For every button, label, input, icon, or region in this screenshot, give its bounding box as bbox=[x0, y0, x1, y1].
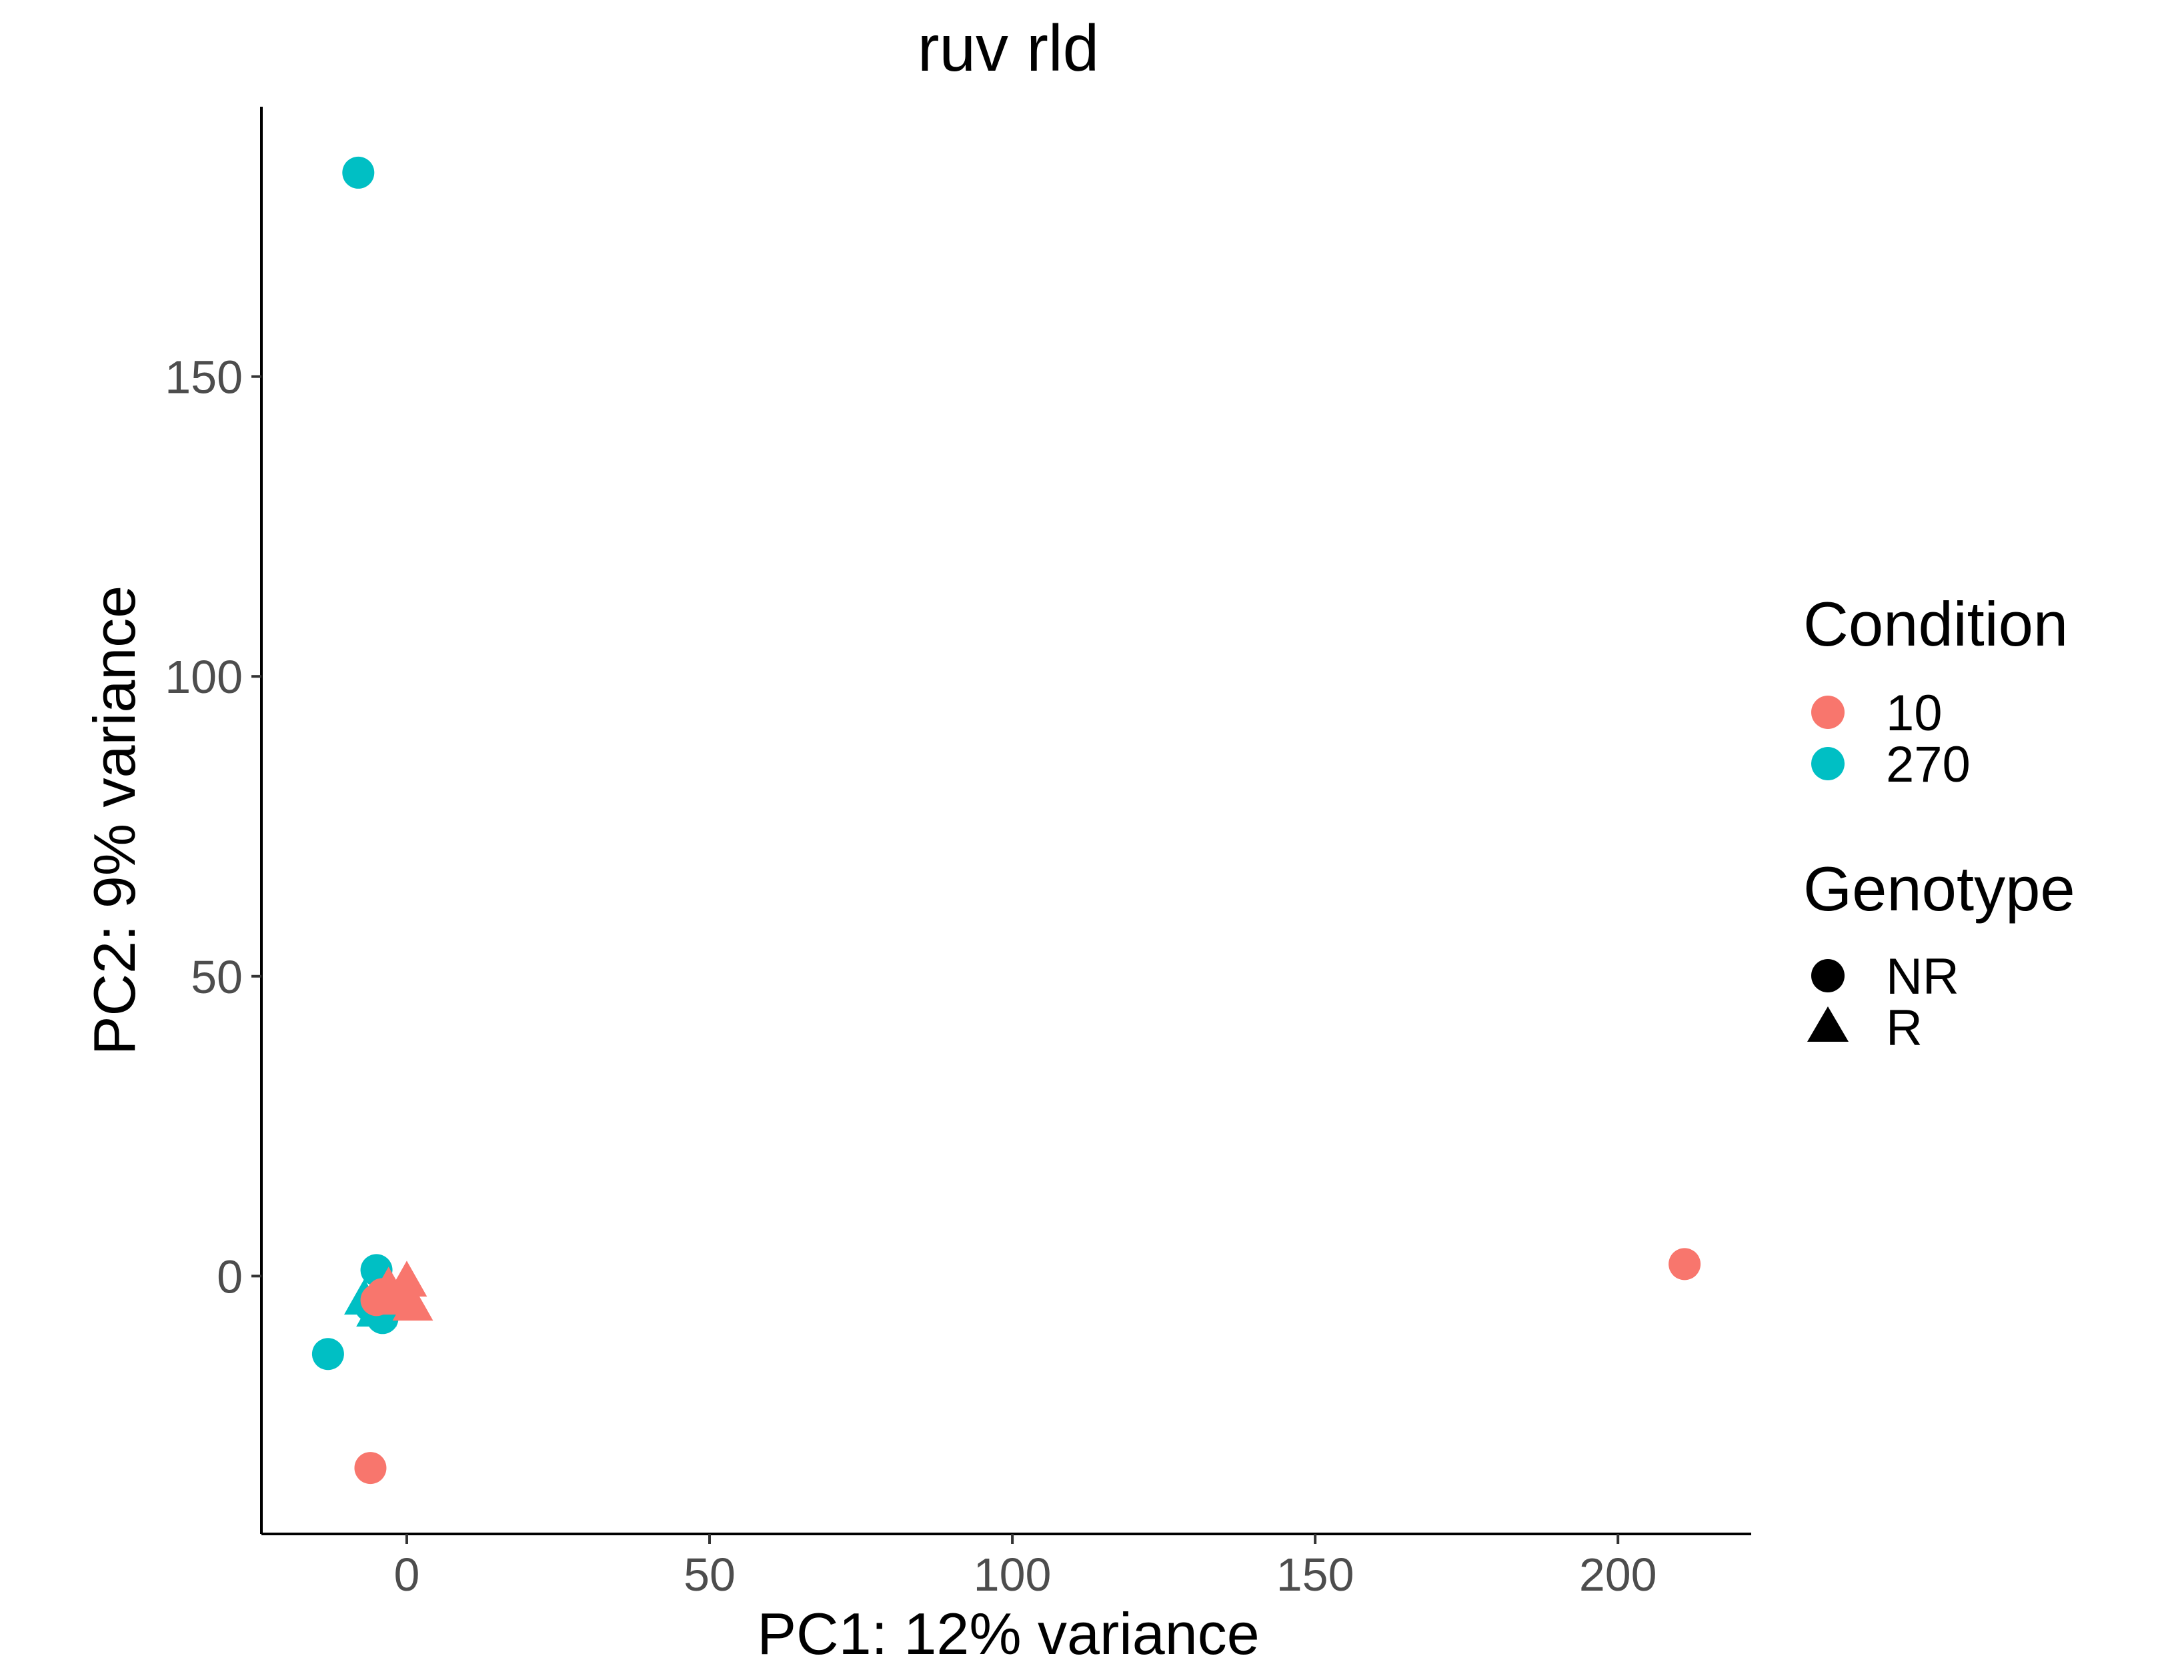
chart-title: ruv rld bbox=[918, 11, 1099, 85]
x-tick-label: 100 bbox=[974, 1549, 1052, 1601]
x-tick-label: 50 bbox=[684, 1549, 736, 1601]
legend-key-genotype-nr bbox=[1811, 959, 1845, 992]
legend-label-condition-10: 10 bbox=[1886, 685, 1943, 742]
y-tick-label: 0 bbox=[217, 1250, 243, 1303]
y-tick-label: 50 bbox=[191, 951, 243, 1003]
legend-key-condition-270 bbox=[1811, 747, 1845, 780]
y-axis-title: PC2: 9% variance bbox=[81, 586, 147, 1055]
x-tick-label: 0 bbox=[393, 1549, 419, 1601]
legend-label-genotype-r: R bbox=[1886, 1000, 1923, 1056]
legend-title-condition: Condition bbox=[1803, 589, 2068, 659]
legend-title-genotype: Genotype bbox=[1803, 854, 2075, 924]
y-tick-label: 150 bbox=[165, 351, 243, 403]
x-tick-label: 200 bbox=[1579, 1549, 1657, 1601]
legend-label-condition-270: 270 bbox=[1886, 736, 1971, 793]
data-point bbox=[1669, 1248, 1701, 1281]
legend: Condition 10 270 Genotype NR R bbox=[1803, 589, 2075, 1056]
x-axis-ticks: 0 50 100 150 200 bbox=[393, 1534, 1657, 1601]
legend-key-genotype-r bbox=[1807, 1006, 1849, 1042]
plot-area: 0 50 100 150 200 0 50 100 150 bbox=[165, 107, 1751, 1601]
legend-label-genotype-nr: NR bbox=[1886, 948, 1959, 1005]
data-point bbox=[374, 1279, 415, 1315]
data-points bbox=[311, 156, 1701, 1485]
x-axis-title: PC1: 12% variance bbox=[757, 1601, 1259, 1667]
x-tick-label: 150 bbox=[1276, 1549, 1354, 1601]
data-point bbox=[311, 1338, 344, 1371]
data-point bbox=[342, 156, 375, 189]
y-axis-ticks: 0 50 100 150 bbox=[165, 351, 261, 1303]
y-tick-label: 100 bbox=[165, 651, 243, 703]
legend-key-condition-10 bbox=[1811, 696, 1845, 729]
data-point bbox=[354, 1452, 387, 1485]
